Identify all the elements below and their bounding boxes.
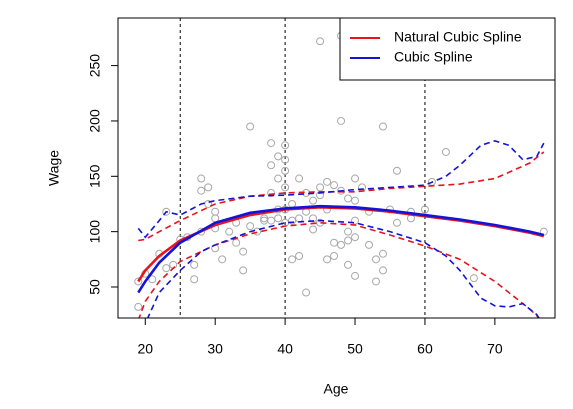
data-point: [267, 188, 276, 197]
spline-line: [137, 205, 545, 283]
data-point: [392, 218, 401, 227]
data-point: [253, 227, 262, 236]
data-point: [148, 275, 157, 284]
data-point: [344, 260, 353, 269]
data-point: [316, 37, 325, 46]
data-point: [239, 247, 248, 256]
data-point: [344, 227, 353, 236]
legend-label: Natural Cubic Spline: [394, 29, 522, 45]
data-point: [197, 174, 206, 183]
data-point: [134, 302, 143, 311]
data-point: [309, 196, 318, 205]
spline-line: [137, 204, 545, 294]
y-axis-label: Wage: [46, 150, 62, 186]
data-point: [197, 186, 206, 195]
data-point: [162, 207, 171, 216]
data-point: [309, 225, 318, 234]
legend-box: [339, 17, 556, 81]
x-tick-label: 60: [417, 341, 433, 357]
x-tick-label: 20: [137, 341, 153, 357]
x-axis-label: Age: [324, 381, 349, 397]
data-point: [211, 207, 220, 216]
data-point: [225, 227, 234, 236]
data-point: [441, 147, 450, 156]
y-tick-label: 100: [87, 220, 103, 244]
data-point: [316, 183, 325, 192]
data-point: [337, 240, 346, 249]
y-tick-label: 200: [87, 109, 103, 133]
data-point: [281, 166, 290, 175]
x-tick-label: 40: [277, 341, 293, 357]
data-point: [351, 216, 360, 225]
data-point: [372, 277, 381, 286]
x-tick-label: 50: [347, 341, 363, 357]
data-point: [162, 264, 171, 273]
x-tick-label: 30: [207, 341, 223, 357]
data-point: [295, 252, 304, 261]
data-point: [378, 122, 387, 131]
data-point: [344, 236, 353, 245]
plot-area: [134, 18, 548, 318]
data-point: [281, 183, 290, 192]
data-point: [218, 255, 227, 264]
data-point: [378, 249, 387, 258]
data-point: [337, 116, 346, 125]
confidence-band: [137, 140, 545, 239]
data-point: [134, 277, 143, 286]
data-point: [323, 255, 332, 264]
data-point: [267, 161, 276, 170]
data-point: [274, 214, 283, 223]
data-point: [295, 174, 304, 183]
y-tick-label: 250: [87, 54, 103, 78]
data-point: [351, 174, 360, 183]
data-point: [267, 216, 276, 225]
y-tick-label: 50: [87, 279, 103, 295]
confidence-band: [138, 221, 541, 318]
data-point: [274, 174, 283, 183]
data-point: [281, 141, 290, 150]
data-point: [246, 222, 255, 231]
data-point: [295, 214, 304, 223]
data-point: [337, 186, 346, 195]
data-point: [309, 214, 318, 223]
plot-frame: [117, 17, 556, 319]
data-point: [351, 233, 360, 242]
data-point: [288, 255, 297, 264]
data-point: [204, 183, 213, 192]
data-point: [260, 214, 269, 223]
data-point: [372, 255, 381, 264]
data-point: [281, 155, 290, 164]
data-point: [288, 199, 297, 208]
data-point: [232, 238, 241, 247]
data-point: [267, 139, 276, 148]
legend-label: Cubic Spline: [394, 49, 473, 65]
data-point: [351, 196, 360, 205]
data-point: [378, 266, 387, 275]
confidence-band: [138, 151, 545, 242]
data-point: [288, 216, 297, 225]
data-point: [274, 152, 283, 161]
x-tick-label: 70: [487, 341, 503, 357]
data-point: [330, 181, 339, 190]
y-tick-label: 150: [87, 164, 103, 188]
data-point: [392, 166, 401, 175]
data-point: [469, 274, 478, 283]
data-point: [420, 205, 429, 214]
data-point: [302, 288, 311, 297]
data-point: [190, 275, 199, 284]
data-point: [190, 260, 199, 269]
data-point: [246, 122, 255, 131]
confidence-band: [146, 219, 540, 318]
data-point: [365, 240, 374, 249]
data-point: [330, 238, 339, 247]
data-point: [204, 199, 213, 208]
data-point: [344, 194, 353, 203]
data-point: [239, 266, 248, 275]
data-point: [351, 271, 360, 280]
data-point: [323, 177, 332, 186]
data-point: [330, 252, 339, 261]
